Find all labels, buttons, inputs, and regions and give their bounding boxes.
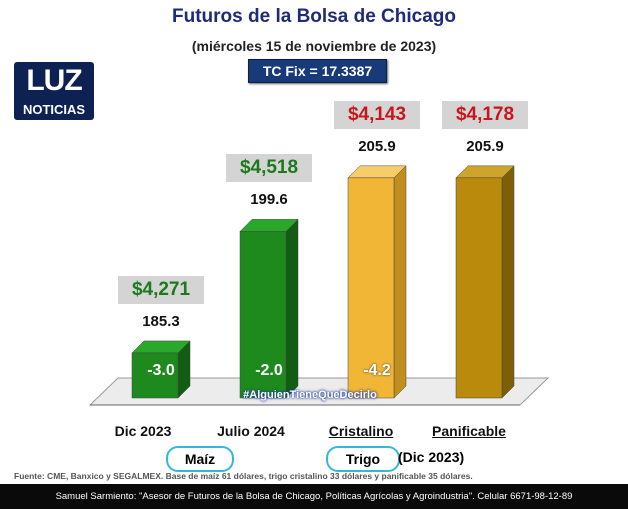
bar-2 [347, 177, 395, 399]
logo-text-luz: LUZ [26, 64, 82, 97]
group-label-trigo-extra: (Dic 2023) [398, 449, 465, 465]
category-label-julio-2024: Julio 2024 [217, 423, 285, 439]
change-label-1: -2.0 [255, 362, 283, 379]
source-note: Fuente: CME, Banxico y SEGALMEX. Base de… [14, 471, 473, 481]
tc-fix-badge: TC Fix = 17.3387 [248, 59, 387, 83]
category-label-cristalino: Cristalino [328, 423, 394, 439]
price-label-1: $4,518 [226, 154, 312, 183]
footer-bar: Samuel Sarmiento: "Asesor de Futuros de … [0, 484, 628, 509]
bar-side-3 [501, 165, 515, 399]
hashtag-watermark: #AlguienTieneQueDecirlo [243, 389, 377, 401]
group-label-trigo: Trigo [326, 446, 400, 472]
value-label-3: 205.9 [466, 137, 504, 155]
bar-0 [131, 352, 179, 399]
logo-text-noticias: NOTICIAS [22, 102, 86, 117]
bar-1 [239, 231, 287, 399]
change-label-2: -4.2 [363, 362, 391, 379]
value-label-1: 199.6 [250, 191, 288, 209]
luz-noticias-logo: LUZ NOTICIAS [14, 62, 94, 120]
price-label-0: $4,271 [118, 275, 204, 304]
value-label-0: 185.3 [142, 312, 180, 330]
price-label-2: $4,143 [334, 100, 420, 129]
price-label-3: $4,178 [442, 100, 528, 129]
chart-title: Futuros de la Bolsa de Chicago [172, 6, 456, 27]
bar-3 [455, 177, 503, 399]
category-label-panificable: Panificable [432, 423, 506, 439]
bars-group [131, 165, 515, 399]
change-label-0: -3.0 [147, 362, 175, 379]
value-label-2: 205.9 [358, 137, 396, 155]
chart-subtitle: (miércoles 15 de noviembre de 2023) [191, 38, 437, 54]
category-label-dic-2023: Dic 2023 [114, 423, 172, 439]
group-label-maiz: Maíz [166, 446, 234, 472]
